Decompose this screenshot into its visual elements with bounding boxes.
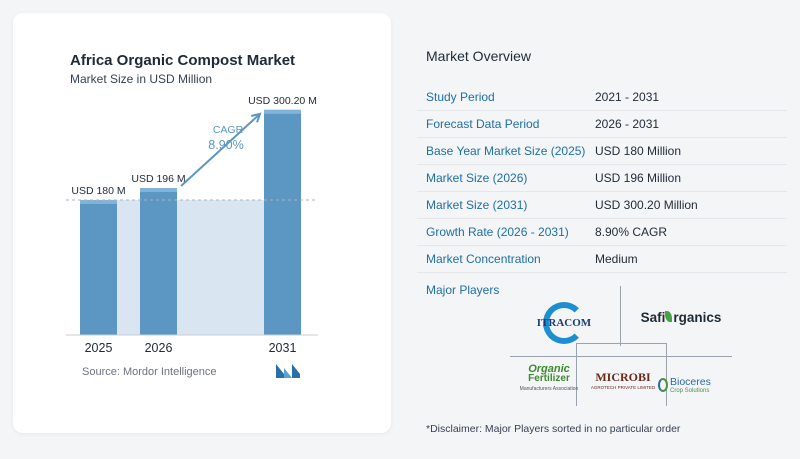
bioceres-name: Bioceres xyxy=(670,376,711,388)
overview-label: Market Concentration xyxy=(426,252,541,266)
overview-row: Growth Rate (2026 - 2031) 8.90% CAGR xyxy=(417,219,787,246)
organic-line3: Manufacturers Association xyxy=(519,386,579,392)
safi-prefix: Safi xyxy=(640,310,666,325)
bar-cap xyxy=(80,200,117,204)
overview-value: 2026 - 2031 xyxy=(595,117,660,131)
data-label: USD 300.20 M xyxy=(248,95,317,107)
overview-row: Base Year Market Size (2025) USD 180 Mill… xyxy=(417,138,787,165)
x-tick-label: 2026 xyxy=(145,341,173,355)
overview-label: Market Size (2026) xyxy=(426,171,528,185)
overview-label: Study Period xyxy=(426,90,495,104)
bioceres-sub: Crop Solutions xyxy=(670,388,710,394)
grid-divider xyxy=(620,286,621,346)
bar xyxy=(264,109,301,335)
mordor-logo-icon xyxy=(276,364,300,378)
overview-label: Growth Rate (2026 - 2031) xyxy=(426,225,569,239)
organic-line1: Organic xyxy=(528,363,570,375)
overview-value: USD 180 Million xyxy=(595,144,682,158)
overview-value: USD 300.20 Million xyxy=(595,198,698,212)
major-players-title: Major Players xyxy=(426,283,500,297)
data-label: USD 196 M xyxy=(131,173,185,185)
safi-suffix: rganics xyxy=(673,310,722,325)
cagr-label: CAGR xyxy=(213,124,244,136)
overview-row: Forecast Data Period 2026 - 2031 xyxy=(417,111,787,138)
overview-row: Market Concentration Medium xyxy=(417,246,787,273)
bar xyxy=(140,188,177,335)
microbi-sub: AGROTECH PRIVATE LIMITED xyxy=(590,385,656,390)
bar-chart: USD 180 M 2025 USD 196 M 2026 USD 300.20 M 20… xyxy=(66,95,318,355)
overview-value: 2021 - 2031 xyxy=(595,90,660,104)
grid-divider xyxy=(576,343,666,344)
major-players-grid: ITRACOM Safi rganics Organic Fertilizer M… xyxy=(510,286,732,406)
overview-row: Market Size (2026) USD 196 Million xyxy=(417,165,787,192)
x-tick-label: 2031 xyxy=(269,341,297,355)
disclaimer: *Disclaimer: Major Players sorted in no … xyxy=(426,423,681,435)
chart-title: Africa Organic Compost Market xyxy=(70,52,296,69)
overview-row: Market Size (2031) USD 300.20 Million xyxy=(417,192,787,219)
bar xyxy=(80,200,117,335)
bioceres-leaf-icon xyxy=(658,378,668,392)
organic-line2: Fertilizer xyxy=(528,373,570,384)
overview-label: Forecast Data Period xyxy=(426,117,540,131)
grid-divider xyxy=(576,343,577,406)
overview-value: USD 196 Million xyxy=(595,171,682,185)
microbi-logo: MICROBI AGROTECH PRIVATE LIMITED xyxy=(582,370,664,390)
grid-divider xyxy=(510,356,732,357)
safi-organics-logo: Safi rganics xyxy=(626,310,736,325)
bioceres-logo: Bioceres Crop Solutions xyxy=(658,376,736,394)
source-note: Source: Mordor Intelligence xyxy=(82,366,217,378)
cagr-arrow-head xyxy=(251,112,262,123)
itracom-ring-icon xyxy=(543,302,585,344)
overview-value: 8.90% CAGR xyxy=(595,225,668,239)
cagr-value: 8.90% xyxy=(208,138,243,152)
grid-divider xyxy=(666,343,667,406)
x-tick-label: 2025 xyxy=(85,341,113,355)
itracom-logo: ITRACOM xyxy=(522,302,606,344)
itracom-name: ITRACOM xyxy=(536,317,592,329)
organic-fertilizer-logo: Organic Fertilizer Manufacturers Associa… xyxy=(516,364,582,394)
reference-band xyxy=(117,200,264,335)
bar-cap xyxy=(140,188,177,192)
data-label: USD 180 M xyxy=(71,185,125,197)
chart-subtitle: Market Size in USD Million xyxy=(70,72,213,86)
cagr-arrow xyxy=(180,113,261,187)
overview-table: Study Period 2021 - 2031 Forecast Data Per… xyxy=(417,84,787,273)
overview-label: Base Year Market Size (2025) xyxy=(426,144,586,158)
bar-cap xyxy=(264,109,301,114)
overview-label: Market Size (2031) xyxy=(426,198,528,212)
overview-row: Study Period 2021 - 2031 xyxy=(417,84,787,111)
overview-title: Market Overview xyxy=(426,48,532,64)
leaf-icon xyxy=(665,311,673,322)
overview-value: Medium xyxy=(595,252,638,266)
microbi-name: MICROBI xyxy=(595,370,651,384)
